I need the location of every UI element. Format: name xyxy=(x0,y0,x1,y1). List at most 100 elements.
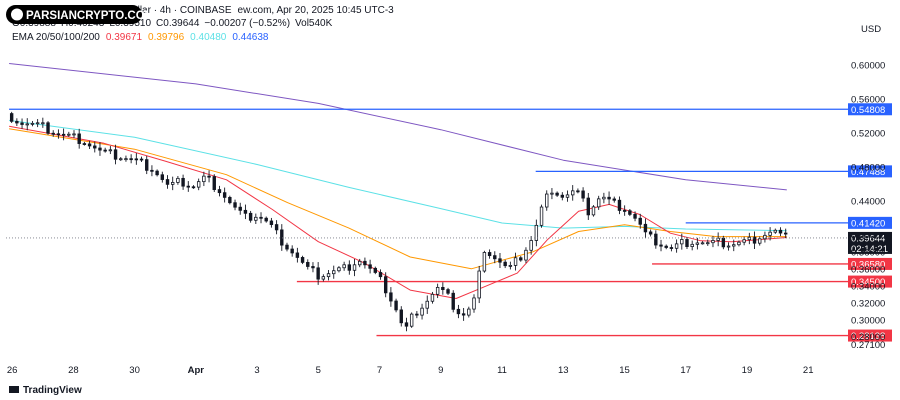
candle-down xyxy=(212,176,216,190)
candle-down xyxy=(519,257,523,261)
candle-down xyxy=(155,170,159,176)
candle-down xyxy=(648,231,653,235)
candle-up xyxy=(763,234,767,240)
candle-up xyxy=(124,158,128,161)
level-tag-label: 0.34500 xyxy=(851,277,885,288)
ohlc-change: −0.00207 (−0.52%) xyxy=(204,18,290,29)
candle-up xyxy=(680,239,684,245)
candle-down xyxy=(581,190,585,199)
price-tick-label: 0.40000 xyxy=(851,230,885,241)
candle-up xyxy=(529,240,533,251)
countdown-label: 02:14:21 xyxy=(851,244,888,255)
candle-down xyxy=(721,237,726,248)
candle-up xyxy=(737,241,741,246)
candle-down xyxy=(51,132,55,135)
candle-down xyxy=(56,133,61,136)
candle-down xyxy=(46,122,50,134)
price-tick-label: 0.52000 xyxy=(851,129,885,140)
candle-down xyxy=(134,158,139,161)
tradingview-brand: TradingView xyxy=(9,385,82,396)
candle-up xyxy=(435,286,440,295)
current-price-label: 0.39644 xyxy=(851,233,885,244)
candle-up xyxy=(342,264,346,269)
candle-up xyxy=(337,267,341,272)
level-tag-resistance xyxy=(848,216,892,229)
candle-up xyxy=(695,242,700,245)
time-tick-label: 19 xyxy=(742,365,753,376)
candle-up xyxy=(773,229,778,233)
candle-down xyxy=(415,313,419,316)
candle-up xyxy=(425,300,429,309)
candle-down xyxy=(222,192,227,198)
candle-down xyxy=(664,245,668,248)
candle-down xyxy=(586,197,590,216)
ohlc-volume: Vol540K xyxy=(295,18,333,29)
candle-down xyxy=(617,199,622,211)
candle-up xyxy=(352,264,357,271)
ema20-value: 0.39671 xyxy=(106,32,143,43)
candle-up xyxy=(332,270,336,275)
candle-up xyxy=(119,158,123,161)
candle-down xyxy=(207,175,211,178)
candle-down xyxy=(61,133,66,136)
candle-down xyxy=(233,202,237,208)
candle-up xyxy=(545,193,549,208)
candle-down xyxy=(129,158,133,161)
candle-down xyxy=(285,244,289,250)
level-tag-resistance xyxy=(848,103,892,116)
candle-down xyxy=(498,258,502,263)
candle-down xyxy=(290,248,294,254)
candle-up xyxy=(254,216,258,221)
price-axis: 0.54808 0.47488 0.41420 0.36580 0.34500 0.281… xyxy=(848,61,892,351)
currency-label: USD xyxy=(861,24,881,35)
candle-up xyxy=(742,239,746,243)
candle-down xyxy=(274,224,279,231)
candle-up xyxy=(732,244,736,247)
candle-up xyxy=(690,243,694,247)
price-tick-label: 0.48000 xyxy=(851,163,885,174)
candle-down xyxy=(461,313,466,316)
candle-down xyxy=(399,309,403,324)
candle-down xyxy=(383,276,388,294)
candle-down xyxy=(181,177,185,187)
candle-up xyxy=(430,293,435,302)
candle-down xyxy=(659,244,663,247)
candle-down xyxy=(150,169,154,172)
candle-down xyxy=(451,292,455,310)
ohlc-close: C0.39644 xyxy=(156,18,200,29)
candle-down xyxy=(643,223,648,233)
candle-down xyxy=(607,196,611,200)
tradingview-label: TradingView xyxy=(23,385,82,396)
candle-up xyxy=(768,231,772,236)
candle-up xyxy=(409,313,414,327)
candle-up xyxy=(565,194,570,198)
candle-down xyxy=(378,272,383,278)
time-tick-label: Apr xyxy=(188,365,205,376)
watermark-logo-icon xyxy=(11,8,23,21)
ema-label: EMA 20/50/100/200 xyxy=(12,32,100,43)
price-tick-label: 0.34000 xyxy=(851,281,885,292)
candle-down xyxy=(103,149,107,152)
candle-down xyxy=(228,196,232,204)
candle-down xyxy=(560,194,565,198)
time-tick-label: 26 xyxy=(7,365,18,376)
candle-down xyxy=(487,252,492,257)
ema100-value: 0.40480 xyxy=(190,32,227,43)
price-tick-label: 0.60000 xyxy=(851,61,885,72)
level-tag-label: 0.28138 xyxy=(851,331,885,342)
ema-legend: EMA 20/50/100/200 0.39671 0.39796 0.40480 0.… xyxy=(12,32,269,43)
candle-up xyxy=(72,133,76,136)
candle-down xyxy=(306,261,310,267)
candle-down xyxy=(752,236,757,244)
time-axis: 26 28 30 Apr 3 5 7 9 11 13 15 17 19 21 xyxy=(7,365,814,376)
plot-area xyxy=(6,63,848,337)
ema200-line xyxy=(9,63,787,191)
watermark-text: PARSIANCRYPTO.COM xyxy=(26,10,154,22)
candle-down xyxy=(295,252,300,258)
candle-up xyxy=(508,265,513,267)
candle-down xyxy=(404,322,409,327)
candle-up xyxy=(472,297,476,310)
candle-up xyxy=(358,260,362,266)
candle-down xyxy=(503,261,507,267)
candle-up xyxy=(420,307,424,316)
